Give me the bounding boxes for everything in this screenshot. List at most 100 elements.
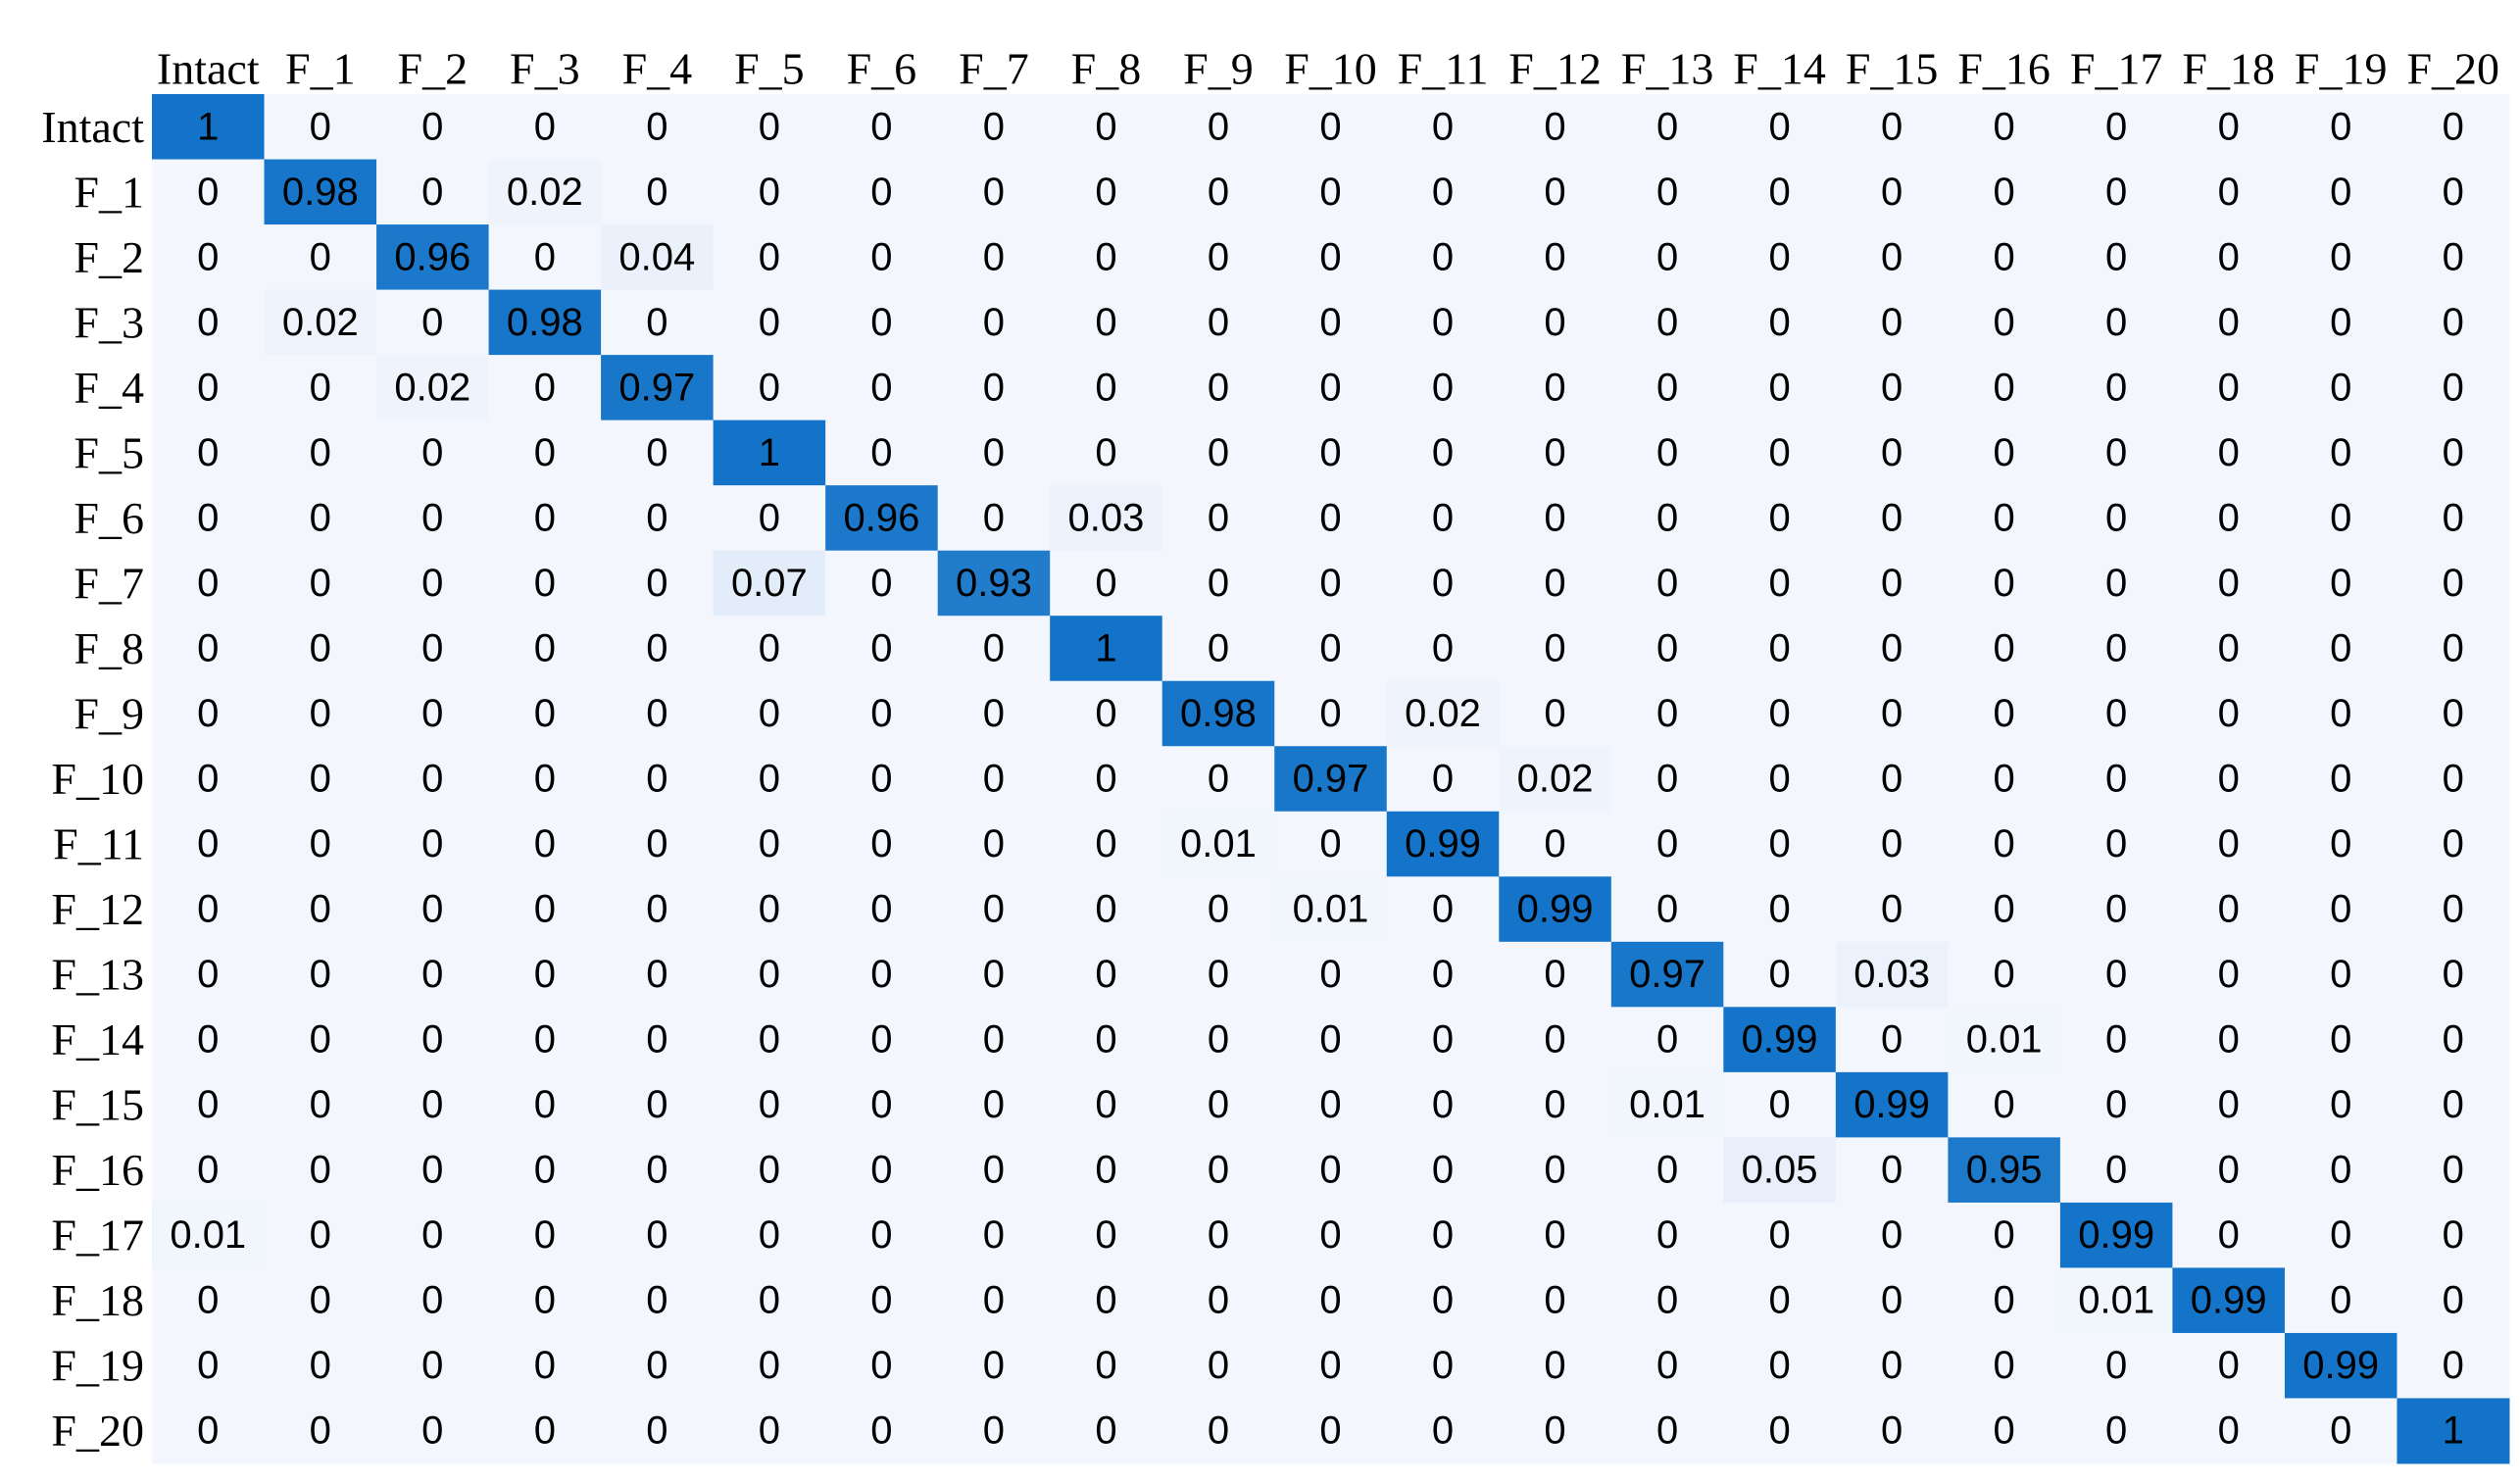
cell-value-label: 0 xyxy=(870,1018,892,1062)
heatmap-cell xyxy=(2284,355,2397,421)
cell-value-label: 0 xyxy=(1432,431,1454,474)
heatmap-cell xyxy=(2284,680,2397,747)
cell-value-label: 0 xyxy=(1881,562,1902,605)
cell-value-label: 0 xyxy=(1768,301,1790,344)
cell-value-label: 0 xyxy=(1881,1279,1902,1322)
cell-value-label: 0 xyxy=(421,496,443,539)
cell-value-label: 0.98 xyxy=(507,301,583,344)
cell-value-label: 0 xyxy=(1656,496,1678,539)
cell-value-label: 0 xyxy=(1994,822,2015,865)
heatmap-cell xyxy=(1948,224,2061,291)
heatmap-cell xyxy=(825,941,939,1008)
cell-value-label: 0 xyxy=(2218,431,2240,474)
column-label: F_14 xyxy=(1733,44,1826,94)
heatmap-cell xyxy=(1948,746,2061,813)
cell-value-label: 0 xyxy=(759,1083,780,1126)
heatmap-cell xyxy=(1499,616,1612,682)
cell-value-label: 0 xyxy=(983,822,1005,865)
heatmap-cell xyxy=(601,811,715,877)
cell-value-label: 0 xyxy=(1319,1409,1341,1453)
cell-value-label: 0 xyxy=(1432,496,1454,539)
heatmap-cell xyxy=(937,1398,1051,1464)
cell-value-label: 0 xyxy=(1432,235,1454,278)
cell-value-label: 0 xyxy=(2105,496,2127,539)
column-label: F_20 xyxy=(2406,44,2499,94)
cell-value-label: 0 xyxy=(870,822,892,865)
cell-value-label: 0 xyxy=(310,1279,331,1322)
cell-value-label: 0 xyxy=(2218,822,2240,865)
heatmap-cell xyxy=(1835,811,1949,877)
cell-value-label: 0.99 xyxy=(2191,1279,2267,1322)
heatmap-cell xyxy=(2059,680,2173,747)
heatmap-cell xyxy=(1161,355,1275,421)
heatmap-cell xyxy=(825,680,939,747)
heatmap-cell xyxy=(1274,876,1388,943)
cell-value-label: 0 xyxy=(2218,1149,2240,1192)
cell-value-label: 0 xyxy=(1208,171,1229,214)
cell-value-label: 0 xyxy=(534,1213,556,1257)
cell-value-label: 0 xyxy=(421,758,443,801)
cell-value-label: 0 xyxy=(2218,692,2240,735)
row-label: F_6 xyxy=(74,493,144,543)
cell-value-label: 0 xyxy=(1208,1149,1229,1192)
heatmap-cell xyxy=(2059,420,2173,486)
cell-value-label: 0 xyxy=(534,366,556,409)
cell-value-label: 0.02 xyxy=(394,366,470,409)
cell-value-label: 0 xyxy=(2330,822,2351,865)
cell-value-label: 0 xyxy=(1544,1149,1565,1192)
heatmap-cell xyxy=(1161,616,1275,682)
heatmap-cell xyxy=(713,355,826,421)
heatmap-cell xyxy=(488,159,602,225)
heatmap-cell xyxy=(152,1398,266,1464)
heatmap-cell xyxy=(264,1332,377,1399)
heatmap-cell xyxy=(376,746,490,813)
heatmap-cell xyxy=(1050,1202,1163,1268)
column-label: F_15 xyxy=(1846,44,1939,94)
cell-value-label: 0 xyxy=(197,1149,219,1192)
cell-value-label: 0 xyxy=(646,1018,667,1062)
heatmap-cell xyxy=(152,550,266,617)
heatmap-cell xyxy=(1274,159,1388,225)
cell-value-label: 0 xyxy=(2330,562,2351,605)
cell-value-label: 0 xyxy=(2443,1213,2464,1257)
cell-value-label: 0.97 xyxy=(618,366,695,409)
cell-value-label: 0 xyxy=(1881,692,1902,735)
row-label: F_4 xyxy=(74,363,144,413)
cell-value-label: 0 xyxy=(1095,171,1116,214)
column-label: F_3 xyxy=(510,44,580,94)
heatmap-cell xyxy=(1161,811,1275,877)
heatmap-cell xyxy=(713,1267,826,1334)
column-label: Intact xyxy=(157,44,260,94)
heatmap-cell xyxy=(1948,1071,2061,1138)
heatmap-cell xyxy=(488,485,602,552)
heatmap-cell xyxy=(601,224,715,291)
cell-value-label: 0 xyxy=(870,888,892,931)
cell-value-label: 0 xyxy=(646,1344,667,1387)
cell-value-label: 0 xyxy=(1881,366,1902,409)
heatmap-cell xyxy=(1386,289,1500,356)
heatmap-cell xyxy=(713,1332,826,1399)
cell-value-label: 0 xyxy=(2330,692,2351,735)
heatmap-cell xyxy=(1723,941,1837,1008)
cell-value-label: 0 xyxy=(2218,1344,2240,1387)
heatmap-cell xyxy=(1386,746,1500,813)
cell-value-label: 0 xyxy=(1432,626,1454,669)
cell-value-label: 0 xyxy=(2105,692,2127,735)
cell-value-label: 0 xyxy=(310,1083,331,1126)
cell-value-label: 0 xyxy=(1656,366,1678,409)
cell-value-label: 0 xyxy=(1095,301,1116,344)
cell-value-label: 0.99 xyxy=(1853,1083,1930,1126)
heatmap-cell xyxy=(152,159,266,225)
cell-value-label: 0 xyxy=(1095,1083,1116,1126)
heatmap-cell xyxy=(1948,941,2061,1008)
heatmap-cell xyxy=(1499,1398,1612,1464)
cell-value-label: 0 xyxy=(2105,366,2127,409)
heatmap-cell xyxy=(1274,811,1388,877)
heatmap-cell xyxy=(152,1332,266,1399)
heatmap-cell xyxy=(713,616,826,682)
cell-value-label: 0 xyxy=(2218,888,2240,931)
cell-value-label: 0 xyxy=(1432,1083,1454,1126)
cell-value-label: 0 xyxy=(197,822,219,865)
cell-value-label: 0 xyxy=(1881,758,1902,801)
cell-value-label: 0 xyxy=(2105,1409,2127,1453)
